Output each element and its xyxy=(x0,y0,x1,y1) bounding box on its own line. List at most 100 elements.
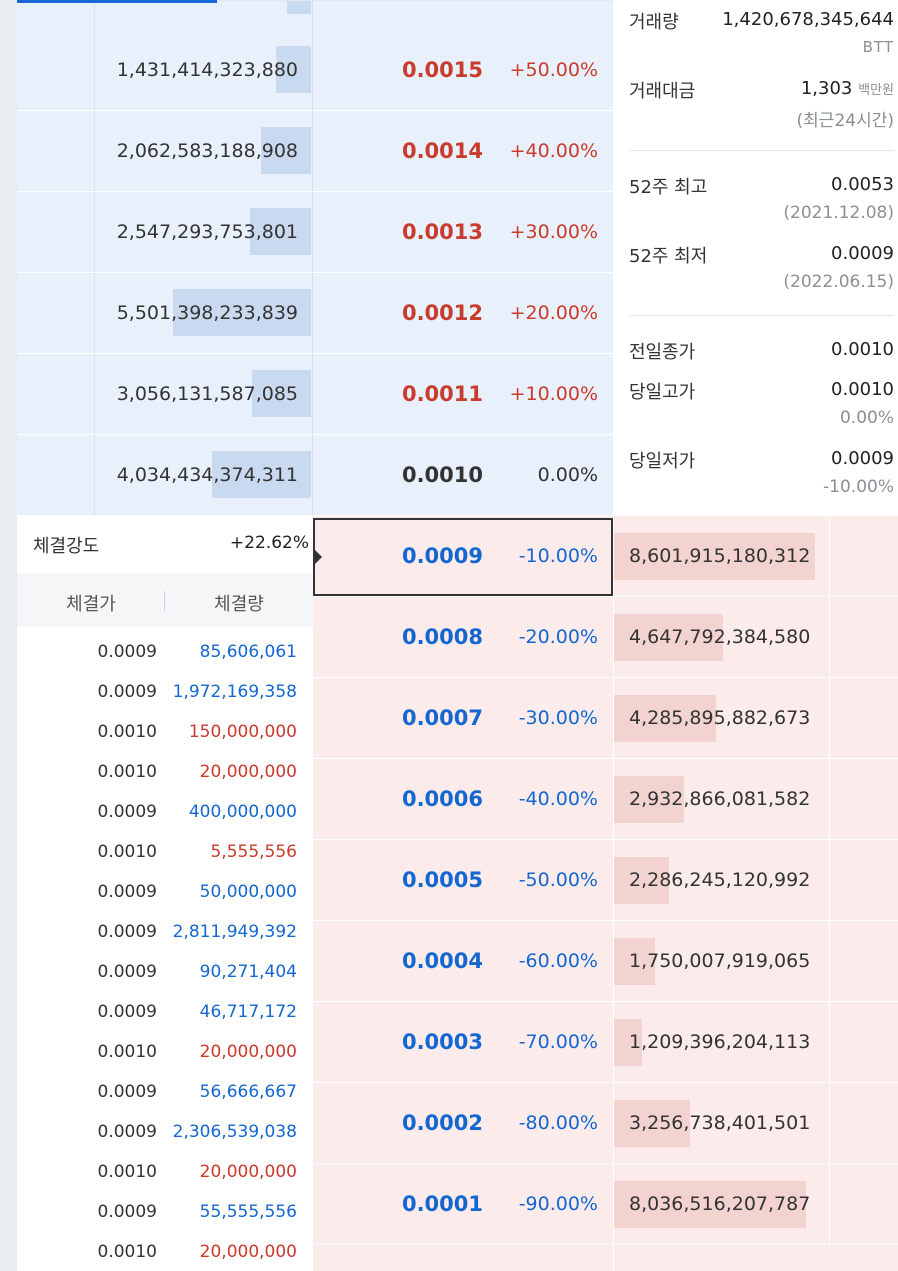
trade-price: 0.0009 xyxy=(97,1122,157,1142)
bid-row[interactable]: 0.0001 -90.00% 8,036,516,207,787 xyxy=(313,1164,898,1245)
prev-close-value: 0.0010 xyxy=(831,339,894,360)
trade-price: 0.0009 xyxy=(97,1002,157,1022)
ask-volume: 1,431,414,323,880 xyxy=(116,59,298,81)
bid-row[interactable]: 0.0004 -60.00% 1,750,007,919,065 xyxy=(313,921,898,1002)
ask-row[interactable]: 1,431,414,323,880 0.0015 +50.00% xyxy=(17,30,613,111)
ask-volume: 4,034,434,374,311 xyxy=(116,464,298,486)
ask-volume-bar-partial xyxy=(287,0,311,14)
trade-row: 0.0010 20,000,000 xyxy=(17,1033,313,1073)
current-price-arrow-icon xyxy=(313,548,322,566)
trade-row: 0.0010 150,000,000 xyxy=(17,713,313,753)
column-divider xyxy=(829,1164,830,1245)
divider xyxy=(629,315,894,316)
ask-change: +30.00% xyxy=(509,221,598,243)
trade-price: 0.0010 xyxy=(97,1162,157,1182)
bid-volume-bar xyxy=(614,1100,690,1147)
trade-row: 0.0009 2,811,949,392 xyxy=(17,913,313,953)
bid-price[interactable]: 0.0008 xyxy=(401,625,483,649)
bid-price[interactable]: 0.0002 xyxy=(401,1111,483,1135)
today-high-label: 당일고가 xyxy=(629,382,696,403)
trade-qty: 20,000,000 xyxy=(199,1242,297,1262)
trade-price: 0.0010 xyxy=(97,842,157,862)
trade-row: 0.0009 55,555,556 xyxy=(17,1193,313,1233)
low52-date: (2022.06.15) xyxy=(783,272,894,292)
bid-zone xyxy=(313,516,898,1271)
bid-volume-bar xyxy=(614,938,655,985)
bid-row[interactable]: 0.0003 -70.00% 1,209,396,204,113 xyxy=(313,1002,898,1083)
trade-row: 0.0009 90,271,404 xyxy=(17,953,313,993)
bid-price[interactable]: 0.0001 xyxy=(401,1192,483,1216)
trade-row: 0.0009 2,306,539,038 xyxy=(17,1113,313,1153)
bid-volume: 4,285,895,882,673 xyxy=(629,707,811,729)
bid-volume: 1,209,396,204,113 xyxy=(629,1031,811,1053)
column-divider xyxy=(829,759,830,840)
low52-value: 0.0009 xyxy=(831,243,894,264)
bid-price[interactable]: 0.0009 xyxy=(401,544,483,568)
trade-price: 0.0010 xyxy=(97,1242,157,1262)
trade-price: 0.0009 xyxy=(97,802,157,822)
trade-price: 0.0009 xyxy=(97,882,157,902)
ask-row[interactable]: 4,034,434,374,311 0.0010 0.00% xyxy=(17,435,613,516)
trade-qty: 400,000,000 xyxy=(188,802,297,822)
trade-qty: 5,555,556 xyxy=(210,842,297,862)
bid-change: -20.00% xyxy=(518,626,598,648)
bid-price[interactable]: 0.0003 xyxy=(401,1030,483,1054)
column-divider xyxy=(829,678,830,759)
ask-row[interactable]: 2,547,293,753,801 0.0013 +30.00% xyxy=(17,192,613,273)
amount-period: (최근24시간) xyxy=(796,111,894,131)
bid-volume-bar xyxy=(614,1019,642,1066)
bid-change: -60.00% xyxy=(518,950,598,972)
trade-qty: 20,000,000 xyxy=(199,1162,297,1182)
col-price-header: 체결가 xyxy=(66,594,116,615)
ask-price[interactable]: 0.0015 xyxy=(401,58,483,82)
bid-change: -40.00% xyxy=(518,788,598,810)
high52-label: 52주 최고 xyxy=(629,177,708,198)
ask-row[interactable]: 2,062,583,188,908 0.0014 +40.00% xyxy=(17,111,613,192)
bid-row[interactable]: 0.0008 -20.00% 4,647,792,384,580 xyxy=(313,597,898,678)
ask-change: +40.00% xyxy=(509,140,598,162)
ask-volume-bar xyxy=(276,46,311,93)
trade-row: 0.0009 1,972,169,358 xyxy=(17,673,313,713)
ask-row[interactable]: 5,501,398,233,839 0.0012 +20.00% xyxy=(17,273,613,354)
strength-label: 체결강도 xyxy=(33,536,100,557)
amount-unit: 백만원 xyxy=(858,83,894,98)
bid-change: -80.00% xyxy=(518,1112,598,1134)
column-divider xyxy=(829,597,830,678)
ask-volume-bar xyxy=(173,289,311,336)
bid-row[interactable]: 0.0005 -50.00% 2,286,245,120,992 xyxy=(313,840,898,921)
bid-row[interactable]: 0.0009 -10.00% 8,601,915,180,312 xyxy=(313,516,898,597)
trade-row: 0.0010 20,000,000 xyxy=(17,1233,313,1271)
ask-price[interactable]: 0.0013 xyxy=(401,220,483,244)
bid-row[interactable]: 0.0002 -80.00% 3,256,738,401,501 xyxy=(313,1083,898,1164)
today-high-pct: 0.00% xyxy=(839,408,894,428)
trade-row: 0.0010 5,555,556 xyxy=(17,833,313,873)
ask-price[interactable]: 0.0012 xyxy=(401,301,483,325)
bid-volume: 8,601,915,180,312 xyxy=(629,545,811,567)
ask-volume-column xyxy=(94,0,313,516)
ask-row[interactable]: 3,056,131,587,085 0.0011 +10.00% xyxy=(17,354,613,435)
bid-row[interactable]: 0.0007 -30.00% 4,285,895,882,673 xyxy=(313,678,898,759)
bid-price[interactable]: 0.0004 xyxy=(401,949,483,973)
bid-volume-bar xyxy=(614,776,684,823)
amount-label: 거래대금 xyxy=(629,81,696,102)
ask-change: +20.00% xyxy=(509,302,598,324)
ask-zone xyxy=(17,0,613,516)
bid-volume-bar xyxy=(614,533,815,580)
bid-price[interactable]: 0.0005 xyxy=(401,868,483,892)
bid-price[interactable]: 0.0007 xyxy=(401,706,483,730)
active-tab-indicator xyxy=(17,0,217,3)
ask-price[interactable]: 0.0014 xyxy=(401,139,483,163)
trade-qty: 50,000,000 xyxy=(199,882,297,902)
bid-price[interactable]: 0.0006 xyxy=(401,787,483,811)
ask-volume: 2,547,293,753,801 xyxy=(116,221,298,243)
ask-change: 0.00% xyxy=(537,464,598,486)
trade-qty: 56,666,667 xyxy=(199,1082,297,1102)
bid-row[interactable]: 0.0006 -40.00% 2,932,866,081,582 xyxy=(313,759,898,840)
strength-value: +22.62% xyxy=(229,533,309,553)
low52-label: 52주 최저 xyxy=(629,246,708,267)
ask-price[interactable]: 0.0011 xyxy=(401,382,483,406)
column-divider xyxy=(829,840,830,921)
ask-change: +50.00% xyxy=(509,59,598,81)
trade-qty: 55,555,556 xyxy=(199,1202,297,1222)
ask-price[interactable]: 0.0010 xyxy=(401,463,483,487)
